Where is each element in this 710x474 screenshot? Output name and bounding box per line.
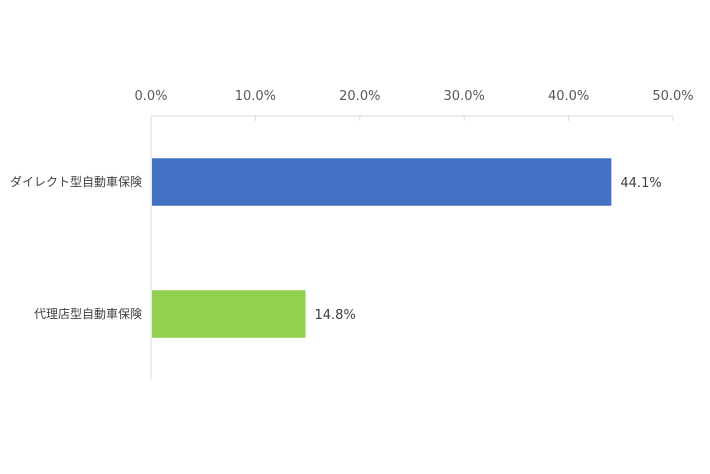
x-tick-label: 0.0% — [134, 89, 167, 104]
bar — [152, 290, 306, 338]
bars — [152, 158, 612, 338]
data-labels: 44.1% 14.8% — [315, 176, 662, 323]
data-label: 14.8% — [315, 308, 356, 323]
x-tick-label: 10.0% — [235, 89, 276, 104]
bar — [152, 158, 612, 206]
value-axis: 0.0% 10.0% 20.0% 30.0% 40.0% 50.0% — [134, 89, 694, 380]
x-tick-label: 20.0% — [339, 89, 380, 104]
x-tick-label: 40.0% — [548, 89, 589, 104]
x-tick-label: 30.0% — [444, 89, 485, 104]
x-tick-label: 50.0% — [652, 89, 693, 104]
category-label: ダイレクト型自動車保険 — [10, 174, 142, 189]
category-label: 代理店型自動車保険 — [34, 307, 142, 321]
data-label: 44.1% — [620, 176, 661, 191]
